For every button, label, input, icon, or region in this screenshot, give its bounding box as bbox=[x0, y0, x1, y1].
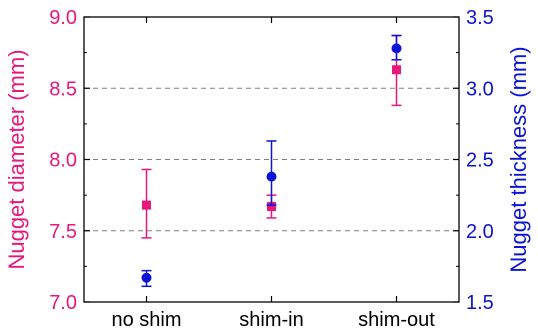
x-tick-label: shim-in bbox=[239, 309, 303, 330]
y-right-tick-label: 2.0 bbox=[466, 221, 494, 243]
y-right-tick-label: 2.5 bbox=[466, 150, 494, 172]
y-right-tick-label: 3.0 bbox=[466, 78, 494, 100]
data-point-square bbox=[392, 65, 401, 75]
data-point-square bbox=[267, 202, 276, 212]
data-point-circle bbox=[141, 272, 152, 283]
y-left-tick-label: 7.5 bbox=[49, 221, 77, 243]
y-right-tick-label: 3.5 bbox=[466, 7, 494, 29]
series-square bbox=[141, 34, 402, 239]
data-point-circle bbox=[266, 171, 277, 182]
y-left-tick-label: 9.0 bbox=[49, 7, 77, 29]
y-axis-left-title: Nugget diameter (mm) bbox=[4, 49, 29, 269]
x-tick-label: no shim bbox=[111, 309, 181, 330]
y-right-tick-label: 1.5 bbox=[466, 292, 494, 314]
series-circle bbox=[141, 34, 402, 288]
x-tick-label: shim-out bbox=[358, 309, 435, 330]
axes: 7.0 7.5 8.0 8.5 9.0 1.5 2.0 2.5 3.0 3.5 no shim shi… bbox=[49, 7, 494, 331]
data-point-square bbox=[142, 200, 151, 210]
y-left-tick-label: 7.0 bbox=[49, 292, 77, 314]
data-series bbox=[141, 34, 402, 288]
y-left-tick-label: 8.5 bbox=[49, 78, 77, 100]
data-point-circle bbox=[391, 43, 402, 54]
y-axis-right-title: Nugget thickness (mm) bbox=[506, 46, 531, 272]
y-left-tick-label: 8.0 bbox=[49, 150, 77, 172]
